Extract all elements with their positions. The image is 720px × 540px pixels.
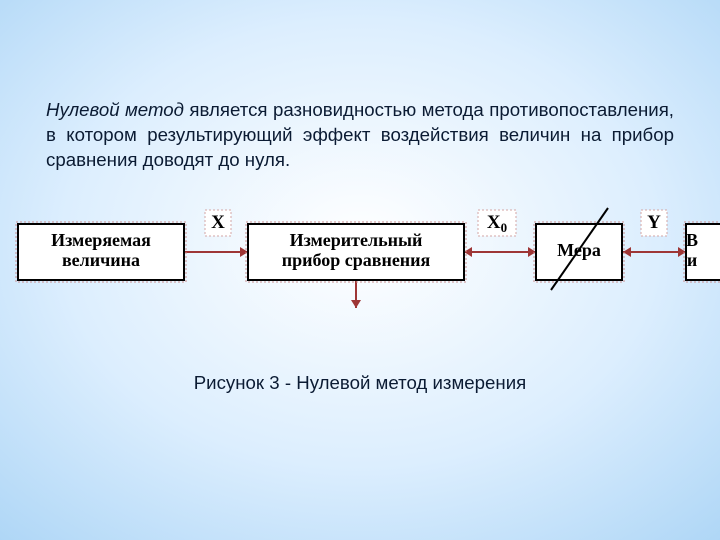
flow-diagram: Измеряемаявеличина Измерительныйприбор ср… [0,0,720,540]
node-last-line1: и [687,250,697,270]
slide-content: Нулевой метод является разновидностью ме… [0,0,720,540]
node-comparator-line1: прибор сравнения [282,250,431,270]
label-text-Y: Y [647,212,661,233]
label-text-X: X [211,212,225,233]
node-measured-line1: величина [62,250,140,270]
node-comparator-line0: Измерительный [290,230,423,250]
figure-caption: Рисунок 3 - Нулевой метод измерения [0,372,720,394]
node-measured-line0: Измеряемая [51,230,151,250]
node-last-line0: В [686,230,698,250]
